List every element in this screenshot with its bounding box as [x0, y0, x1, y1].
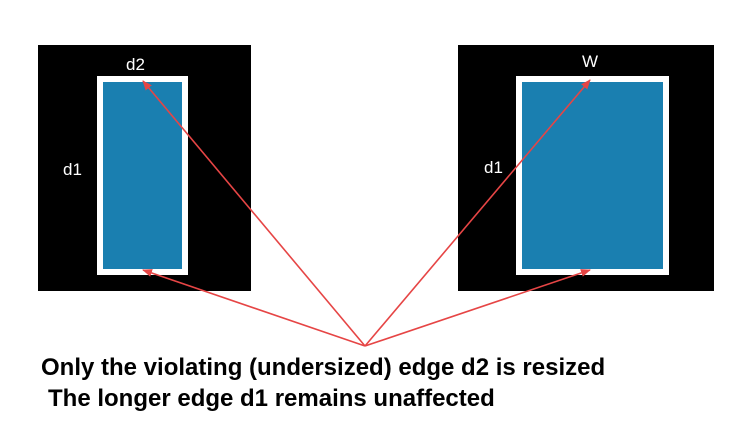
right-top-label: W — [582, 52, 598, 71]
arrow-to-left-top-edge — [142, 80, 366, 347]
right-rectangle — [522, 82, 663, 269]
arrow-to-left-bottom-edge — [142, 269, 366, 347]
arrow-to-right-bottom-edge — [364, 269, 591, 347]
left-rectangle — [103, 82, 182, 269]
arrows — [142, 79, 591, 347]
right-panel: W d1 — [458, 45, 714, 291]
left-top-label: d2 — [126, 55, 145, 74]
right-side-label: d1 — [484, 158, 503, 177]
left-side-label: d1 — [63, 160, 82, 179]
caption-line-2: The longer edge d1 remains unaffected — [48, 385, 495, 412]
caption-line-1: Only the violating (undersized) edge d2 … — [41, 354, 606, 381]
arrow-to-right-top-edge — [364, 79, 591, 347]
